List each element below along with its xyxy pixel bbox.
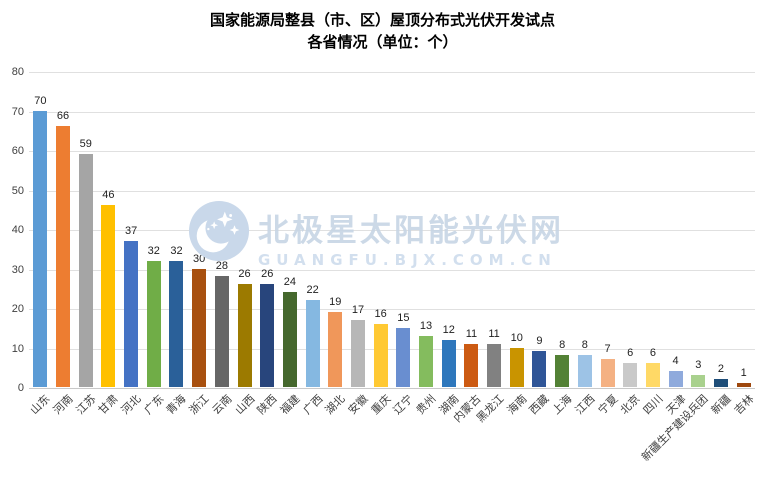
chart-title-line2: 各省情况（单位：个） [307,33,458,51]
bar-value-label: 4 [672,355,679,368]
bar-value-label: 17 [351,303,365,316]
chart-title-line1: 国家能源局整县（市、区）屋顶分布式光伏开发试点 [209,11,555,29]
bar-value-label: 19 [329,295,342,308]
bar-value-label: 7 [604,343,611,356]
bar-value-label: 6 [649,347,656,360]
plot-area: 0 10 20 30 40 50 60 70 80 70 山东 66 河南 59 江苏 46 甘肃 37 河北 32 广… [12,66,756,464]
gridline [29,111,755,113]
bar-value-label: 1 [740,367,747,380]
bar-value-label: 32 [170,244,183,257]
bar-value-label: 37 [124,224,138,237]
bar-value-label: 2 [717,363,725,376]
gridline [29,269,755,271]
x-axis-line [29,388,755,389]
gridline [29,72,755,73]
y-axis-tick-label: 80 [11,66,24,78]
gridline [29,348,755,350]
bar-value-label: 70 [34,94,47,107]
bar [237,284,252,387]
bar-value-label: 59 [79,137,92,150]
bar [555,355,570,387]
bar [350,319,365,387]
y-axis-tick-label: 30 [11,263,24,276]
bar-value-label: 6 [627,347,634,360]
bar [56,126,71,387]
bar [101,205,116,387]
bar-value-label: 8 [581,339,588,352]
bar-value-label: 26 [238,268,251,281]
y-axis-tick-label: 10 [11,342,24,355]
bar [146,260,161,387]
bar [464,343,479,387]
bar [260,284,275,387]
bar-value-label: 10 [510,331,523,344]
bar [668,371,683,387]
y-axis-tick-label: 0 [17,382,24,394]
bar [169,260,184,387]
y-axis-tick-label: 40 [11,224,24,236]
bar [305,300,320,387]
bar-value-label: 46 [102,189,115,202]
bar-value-label: 26 [261,268,274,281]
gridline [29,230,755,231]
bar-value-label: 22 [306,284,319,297]
bar [328,311,343,387]
bar-value-label: 66 [56,110,70,123]
bar-value-label: 11 [465,327,478,340]
bar-value-label: 3 [695,359,702,372]
gridline [29,151,755,152]
bar-value-label: 15 [397,311,410,324]
bar [487,343,502,387]
chart-title: 国家能源局整县（市、区）屋顶分布式光伏开发试点 各省情况（单位：个） [0,9,765,53]
bar [691,375,706,387]
bar [713,379,728,387]
bar [441,339,456,387]
bar [192,268,207,387]
bar [577,355,592,387]
bar-value-label: 32 [147,244,160,257]
bar [282,292,297,387]
bar [33,110,48,387]
bar-value-label: 24 [283,276,297,289]
bar [419,335,434,387]
bar-value-label: 8 [559,339,566,352]
bar [623,363,638,387]
gridline [29,190,755,192]
bar-value-label: 12 [442,323,455,336]
bar [78,153,93,387]
bar [645,363,660,387]
bar-value-label: 11 [488,327,500,340]
bar [600,359,615,387]
bar [396,327,411,387]
y-axis-tick-label: 50 [11,184,24,197]
bar-value-label: 13 [419,319,433,332]
gridline [29,309,755,310]
bar [373,323,388,387]
bar [124,240,139,387]
y-axis-tick-label: 20 [11,303,24,315]
bar [532,351,547,387]
bar-value-label: 9 [536,335,543,348]
bar [736,383,751,387]
bar-value-label: 28 [215,260,228,273]
y-axis-tick-label: 70 [11,105,24,118]
bar [214,276,229,387]
bar [509,347,524,387]
bar-value-label: 16 [374,307,387,320]
y-axis-tick-label: 60 [11,145,24,157]
